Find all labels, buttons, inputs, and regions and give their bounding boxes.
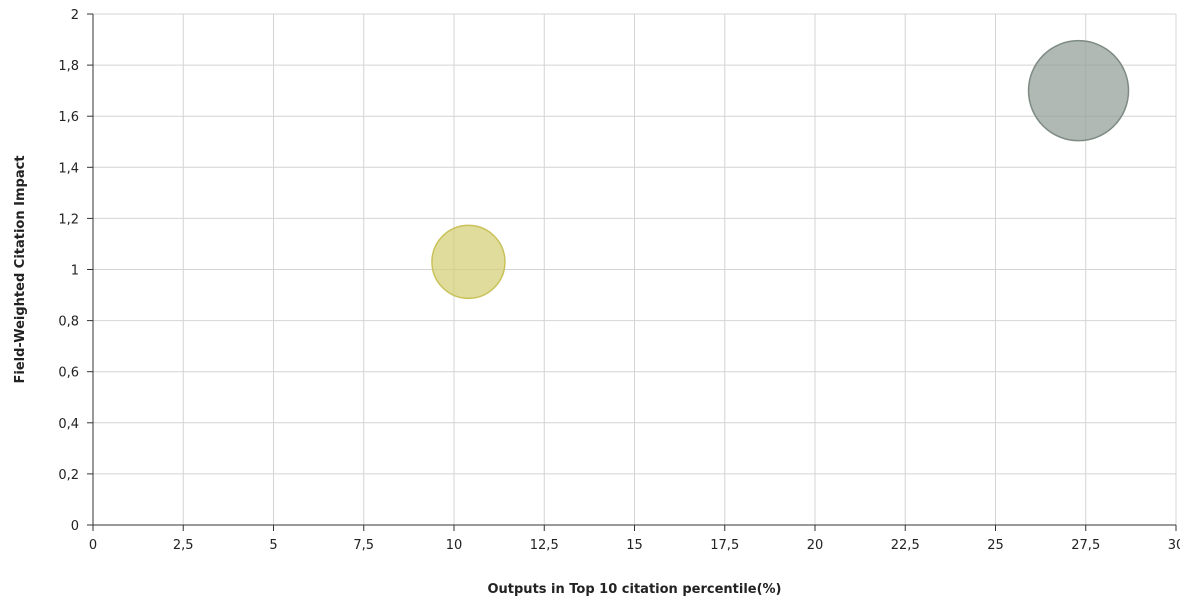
y-tick-label: 0 [71,519,79,534]
x-tick-label: 15 [626,538,643,553]
y-tick-label: 0,8 [58,315,79,330]
y-tick-label: 0,6 [58,366,79,381]
axis-ticks: 0 2,5 5 7,5 10 12,5 15 17,5 20 22,5 25 27,5 30 0 0,2 0,… [58,8,1180,553]
x-tick-label: 30 [1168,538,1180,553]
bubble-series [431,39,1130,300]
x-tick-label: 27,5 [1071,538,1100,553]
x-tick-label: 17,5 [710,538,739,553]
y-tick-label: 1,2 [58,212,79,227]
x-tick-label: 20 [807,538,824,553]
y-tick-label: 1 [71,264,79,279]
bubble-point[interactable] [1027,39,1130,142]
y-tick-label: 2 [71,8,79,23]
x-tick-label: 22,5 [891,538,920,553]
x-tick-label: 25 [987,538,1004,553]
grid-lines [93,13,1177,525]
y-tick-label: 1,4 [58,161,79,176]
y-tick-label: 0,4 [58,417,79,432]
y-tick-label: 1,8 [58,59,79,74]
y-tick-label: 0,2 [58,468,79,483]
y-axis-title: Field-Weighted Citation Impact [13,155,28,383]
x-tick-label: 0 [89,538,97,553]
x-tick-label: 7,5 [353,538,374,553]
x-axis-title: Outputs in Top 10 citation percentile(%) [487,582,781,597]
x-tick-label: 5 [269,538,277,553]
y-tick-label: 1,6 [58,110,79,125]
bubble-point[interactable] [431,224,506,300]
x-tick-label: 10 [446,538,463,553]
x-tick-label: 2,5 [173,538,194,553]
x-tick-label: 12,5 [530,538,559,553]
